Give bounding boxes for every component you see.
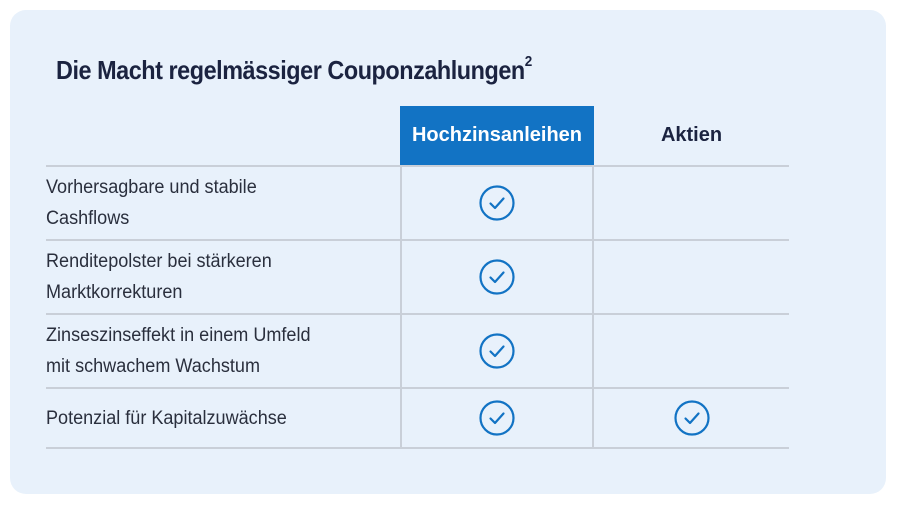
header-empty-cell bbox=[46, 106, 400, 165]
table-header-row: Hochzinsanleihen Aktien bbox=[46, 106, 789, 167]
row-label-line: Vorhersagbare und stabile bbox=[46, 177, 257, 198]
equities-cell bbox=[594, 241, 789, 313]
equities-cell bbox=[594, 167, 789, 239]
high-yield-cell bbox=[400, 241, 594, 313]
check-circle-icon bbox=[479, 333, 515, 369]
table-row: Potenzial für Kapitalzuwächse bbox=[46, 389, 789, 449]
column-header-high-yield: Hochzinsanleihen bbox=[400, 106, 594, 165]
row-label-line: Renditepolster bei stärkeren bbox=[46, 251, 272, 272]
high-yield-cell bbox=[400, 167, 594, 239]
table-row: Zinseszinseffekt in einem Umfeld mit sch… bbox=[46, 315, 789, 389]
row-label-line: Potenzial für Kapitalzuwächse bbox=[46, 407, 287, 429]
check-circle-icon bbox=[479, 185, 515, 221]
check-circle-icon bbox=[479, 400, 515, 436]
footnote-marker: 2 bbox=[524, 53, 533, 70]
row-label: Renditepolster bei stärkeren Marktkorrek… bbox=[46, 241, 400, 313]
row-label-line: Marktkorrekturen bbox=[46, 282, 183, 303]
row-label-line: mit schwachem Wachstum bbox=[46, 356, 260, 377]
content-card: Die Macht regelmässiger Couponzahlungen2 bbox=[10, 10, 886, 494]
high-yield-cell bbox=[400, 389, 594, 447]
title-text: Die Macht regelmässiger Couponzahlungen bbox=[56, 55, 525, 85]
row-label: Potenzial für Kapitalzuwächse bbox=[46, 389, 400, 447]
column-header-equities: Aktien bbox=[660, 124, 723, 146]
check-circle-icon bbox=[479, 259, 515, 295]
row-label: Vorhersagbare und stabile Cashflows bbox=[46, 167, 400, 239]
row-label-line: Zinseszinseffekt in einem Umfeld bbox=[46, 325, 311, 346]
row-label: Zinseszinseffekt in einem Umfeld mit sch… bbox=[46, 315, 400, 387]
table-row: Renditepolster bei stärkeren Marktkorrek… bbox=[46, 241, 789, 315]
equities-cell bbox=[594, 315, 789, 387]
equities-cell bbox=[594, 389, 789, 447]
row-label-line: Cashflows bbox=[46, 208, 130, 229]
check-circle-icon bbox=[673, 400, 710, 436]
table-row: Vorhersagbare und stabile Cashflows bbox=[46, 167, 789, 241]
comparison-table: Hochzinsanleihen Aktien Vorhersagbare un… bbox=[46, 106, 789, 449]
high-yield-cell bbox=[400, 315, 594, 387]
page-title: Die Macht regelmässiger Couponzahlungen2 bbox=[56, 53, 533, 86]
